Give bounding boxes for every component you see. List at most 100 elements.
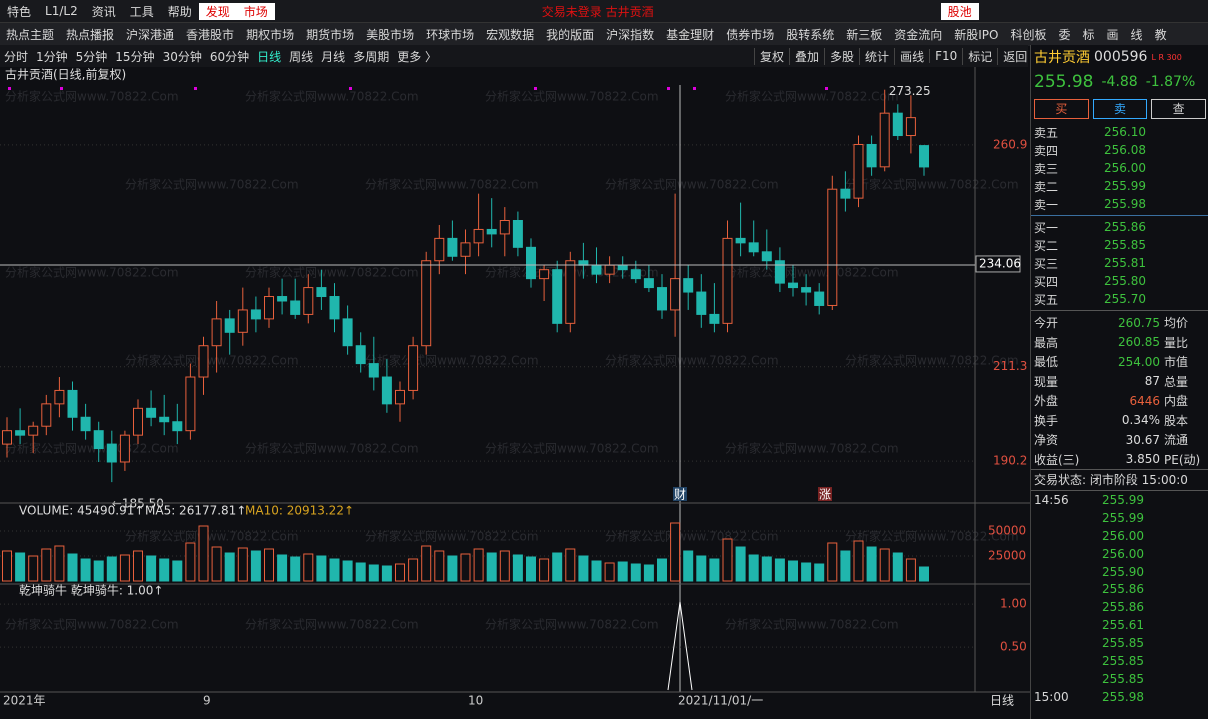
volume-bar: [866, 546, 877, 582]
volume-bar: [827, 542, 838, 582]
tick-price: 255.99: [1102, 510, 1144, 525]
candle-body: [709, 313, 720, 324]
tab[interactable]: 香港股市: [186, 28, 235, 42]
tool[interactable]: 复权: [754, 47, 789, 65]
tab[interactable]: 教: [1154, 28, 1167, 42]
candle-body: [892, 112, 903, 137]
candle-body: [643, 278, 654, 289]
candle-body: [617, 264, 628, 271]
tick: 255.85: [1031, 634, 1208, 652]
volume-bar: [565, 548, 576, 582]
x-label: 10: [468, 694, 483, 708]
tab[interactable]: 新股IPO: [954, 28, 999, 42]
candle-body: [735, 237, 746, 244]
tab[interactable]: 热点播报: [66, 28, 115, 42]
period[interactable]: 5分钟: [75, 49, 108, 64]
menu-item[interactable]: 市场: [236, 2, 275, 20]
tab[interactable]: 债券市场: [726, 28, 775, 42]
tab[interactable]: 委: [1058, 28, 1071, 42]
volume-bar: [316, 555, 327, 582]
menu-item[interactable]: 帮助: [167, 4, 192, 19]
candle-body: [146, 407, 157, 418]
menu-item[interactable]: 工具: [129, 4, 154, 19]
tool[interactable]: 返回: [997, 47, 1032, 65]
candle-body: [237, 309, 248, 333]
candle-body: [683, 278, 694, 293]
candle-body: [290, 300, 301, 315]
tool[interactable]: 画线: [894, 47, 929, 65]
tab[interactable]: 期货市场: [306, 28, 355, 42]
candle-body: [722, 237, 733, 324]
volume-bar: [892, 552, 903, 582]
volume-bar: [486, 552, 497, 582]
tab[interactable]: 标: [1082, 28, 1095, 42]
tab[interactable]: 画: [1106, 28, 1119, 42]
watermark: 分析家公式网www.70822.Com: [365, 529, 539, 544]
tick-time: 15:00: [1034, 689, 1069, 704]
period[interactable]: 1分钟: [36, 49, 68, 64]
volume-bar: [2, 550, 12, 582]
tab[interactable]: 沪深指数: [606, 28, 655, 42]
tab[interactable]: 基金理财: [666, 28, 715, 42]
period[interactable]: 30分钟: [162, 49, 202, 64]
period[interactable]: 更多 〉: [397, 49, 438, 64]
indicator-header: 乾坤骑牛 乾坤骑牛: 1.00↑: [19, 583, 163, 598]
tab[interactable]: 美股市场: [366, 28, 415, 42]
period[interactable]: 60分钟: [209, 49, 250, 64]
period[interactable]: 周线: [289, 49, 314, 64]
candle-body: [41, 403, 52, 427]
tab[interactable]: 股转系统: [786, 28, 835, 42]
period[interactable]: 15分钟: [115, 49, 155, 64]
marker-dot: [349, 87, 352, 90]
volume-bar: [264, 548, 274, 582]
period[interactable]: 日线: [257, 49, 282, 64]
candle-body: [604, 264, 615, 275]
trade-button[interactable]: 查: [1151, 99, 1207, 119]
candle-body: [486, 228, 497, 235]
menu-item[interactable]: 资讯: [91, 4, 116, 19]
tab[interactable]: 线: [1130, 28, 1143, 42]
tab[interactable]: 资金流向: [894, 28, 943, 42]
bid-price: 255.70: [1104, 292, 1146, 306]
bid: 买二 255.85: [1031, 236, 1208, 254]
volume-bar: [748, 554, 759, 582]
period[interactable]: 分时: [4, 49, 29, 64]
period[interactable]: 月线: [321, 49, 346, 64]
volume-bar: [172, 560, 183, 582]
volume-bar: [329, 558, 340, 582]
stat: 净资 30.67 流通: [1031, 430, 1208, 450]
menu-item[interactable]: 发现: [198, 2, 237, 20]
tab[interactable]: 期权市场: [246, 28, 295, 42]
tick-price: 256.00: [1102, 528, 1144, 543]
tab[interactable]: 我的版面: [546, 28, 595, 42]
candle-body: [264, 296, 274, 320]
tab[interactable]: 热点主题: [6, 28, 55, 42]
volume-bar: [512, 554, 523, 582]
candle-body: [565, 260, 576, 324]
menu-item[interactable]: L1/L2: [45, 4, 78, 18]
trade-buttons: 买卖查: [1031, 95, 1208, 123]
candle-body: [381, 376, 392, 405]
tool[interactable]: 叠加: [789, 47, 824, 65]
volume-bar: [408, 558, 419, 582]
tool[interactable]: 统计: [859, 47, 894, 65]
stat-label: 最高: [1034, 335, 1059, 350]
tab[interactable]: 宏观数据: [486, 28, 535, 42]
menu-item[interactable]: 特色: [7, 4, 32, 19]
period[interactable]: 多周期: [353, 49, 390, 64]
stat-label: 收益(三): [1034, 452, 1080, 467]
trade-button[interactable]: 买: [1034, 99, 1089, 119]
tool[interactable]: F10: [929, 49, 962, 63]
trade-state: 交易状态: 闭市阶段 15:00:0: [1031, 469, 1208, 491]
trade-button[interactable]: 卖: [1092, 99, 1148, 119]
volume-header: MA10: 20913.22↑: [245, 504, 354, 518]
tool[interactable]: 多股: [824, 47, 859, 65]
tab[interactable]: 新三板: [846, 28, 883, 42]
tab[interactable]: 沪深港通: [126, 28, 175, 42]
tab[interactable]: 科创板: [1010, 28, 1047, 42]
candle-body: [277, 296, 288, 302]
x-label: 2021年: [3, 694, 46, 708]
tab[interactable]: 环球市场: [426, 28, 475, 42]
tool[interactable]: 标记: [962, 47, 997, 65]
pool[interactable]: 股池: [940, 2, 979, 20]
